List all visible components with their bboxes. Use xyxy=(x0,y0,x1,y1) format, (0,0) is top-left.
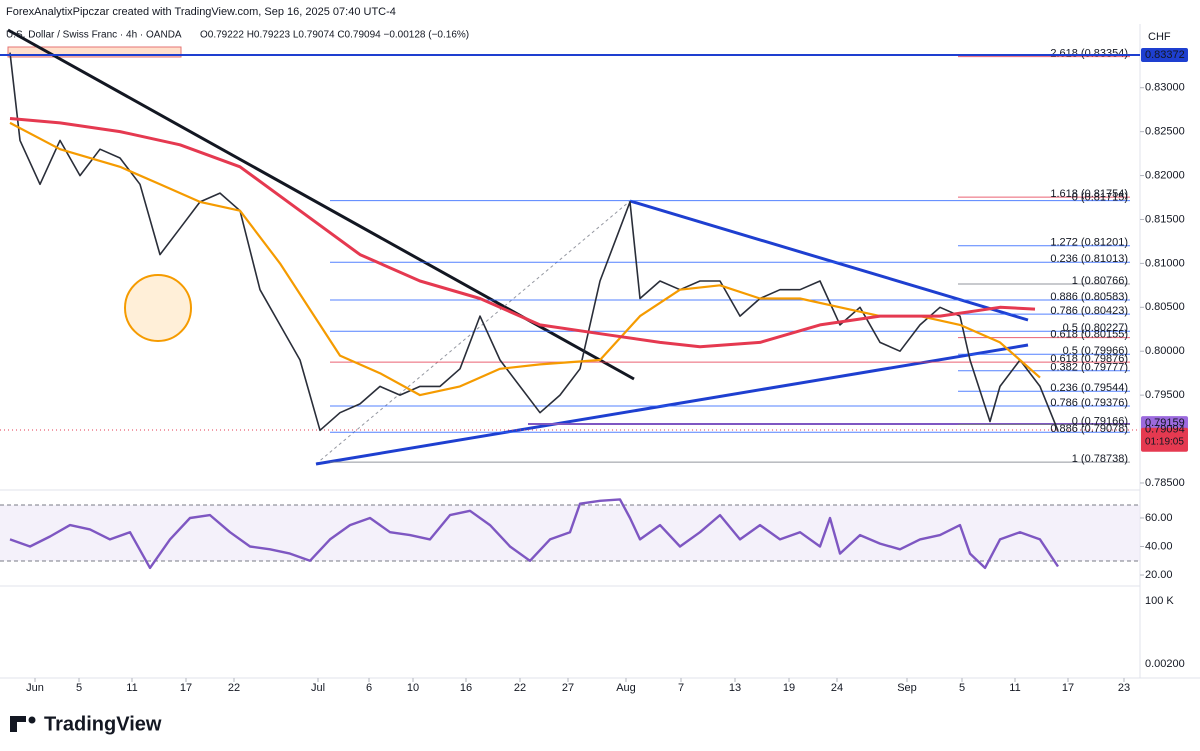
price-tag xyxy=(1141,427,1188,452)
fib-label: 0.5 (0.80227) xyxy=(1063,322,1128,334)
footer-brand: TradingView xyxy=(44,713,162,735)
currency: CHF xyxy=(1148,31,1171,43)
fib-label: 0.382 (0.79777) xyxy=(1050,362,1128,374)
y-tick-label: 60.00 xyxy=(1145,512,1173,524)
series-line xyxy=(9,52,1059,432)
y-tick-label: 0.82500 xyxy=(1145,126,1185,138)
x-tick-label: 11 xyxy=(126,682,137,694)
x-tick-label: 5 xyxy=(959,682,965,694)
x-tick-label: 22 xyxy=(514,682,526,694)
x-tick-label: Jun xyxy=(26,682,44,694)
logo-mark xyxy=(10,716,26,722)
price-tag-label: 0.79159 xyxy=(1145,417,1185,429)
fib-label: 0.5 (0.79966) xyxy=(1063,345,1128,357)
fib-label: 0.618 (0.80155) xyxy=(1050,329,1128,341)
fib-label: 0 (0.79166) xyxy=(1072,415,1128,427)
x-tick-label: 16 xyxy=(460,682,472,694)
x-tick-label: 17 xyxy=(180,682,192,694)
x-tick-label: Jul xyxy=(311,682,325,694)
price-tag xyxy=(1141,416,1188,431)
series-line xyxy=(9,121,1041,397)
y-tick-label: 0.80500 xyxy=(1145,301,1185,313)
fib-label: 0.618 (0.79876) xyxy=(1050,353,1128,365)
fib-label: 0.236 (0.79544) xyxy=(1050,382,1128,394)
indicator-tick: 0.00200 xyxy=(1145,658,1185,670)
range-box xyxy=(7,46,182,58)
symbol: U.S. Dollar / Swiss Franc · 4h · OANDA xyxy=(6,30,182,41)
x-tick-label: 22 xyxy=(228,682,240,694)
fib-label: 1.618 (0.81754) xyxy=(1050,188,1128,200)
y-tick-label: 0.78500 xyxy=(1145,477,1185,489)
price-tag-label: 0.83372 xyxy=(1145,49,1185,61)
y-tick-label: 20.00 xyxy=(1145,569,1173,581)
x-tick-label: 23 xyxy=(1118,682,1130,694)
x-tick-label: 10 xyxy=(407,682,419,694)
x-tick-label: 7 xyxy=(678,682,684,694)
y-tick-label: 40.00 xyxy=(1145,540,1173,552)
series-line xyxy=(9,117,1036,349)
series-line xyxy=(9,498,1059,570)
x-tick-label: 24 xyxy=(831,682,843,694)
y-tick-label: 0.79500 xyxy=(1145,389,1185,401)
ohlc: O0.79222 H0.79223 L0.79074 C0.79094 −0.0… xyxy=(200,30,469,41)
y-tick-label: 0.80000 xyxy=(1145,345,1185,357)
y-tick-label: 0.81500 xyxy=(1145,213,1185,225)
fib-label: 1 (0.80766) xyxy=(1072,275,1128,287)
fib-label: 0.786 (0.80423) xyxy=(1050,305,1128,317)
x-tick-label: 5 xyxy=(76,682,82,694)
x-tick-label: 19 xyxy=(783,682,795,694)
logo-mark xyxy=(28,716,36,724)
x-tick-label: 27 xyxy=(562,682,574,694)
countdown: 01:19:05 xyxy=(1145,436,1184,447)
fib-label: 0.886 (0.80583) xyxy=(1050,291,1128,303)
x-tick-label: 11 xyxy=(1009,682,1020,694)
x-tick-label: 17 xyxy=(1062,682,1074,694)
x-tick-label: 6 xyxy=(366,682,372,694)
volume-tick: 100 K xyxy=(1145,595,1174,607)
fib-label: 0 (0.81715) xyxy=(1072,191,1128,203)
logo-mark xyxy=(10,716,17,732)
fib-label: 0.236 (0.81013) xyxy=(1050,253,1128,265)
fib-label: 1.272 (0.81201) xyxy=(1050,237,1128,249)
price-tag xyxy=(1141,48,1188,63)
x-tick-label: 13 xyxy=(729,682,741,694)
logo: TradingView xyxy=(10,713,162,735)
y-tick-label: 0.82000 xyxy=(1145,169,1185,181)
fib-label: 1 (0.78738) xyxy=(1072,453,1128,465)
header: ForexAnalytixPipczar created with Tradin… xyxy=(6,6,396,18)
fib-label: 2.618 (0.83354) xyxy=(1050,48,1128,60)
y-tick-label: 0.83000 xyxy=(1145,82,1185,94)
highlight-circle xyxy=(124,274,192,342)
price-tag-label: 0.79094 xyxy=(1145,424,1185,436)
y-tick-label: 0.81000 xyxy=(1145,257,1185,269)
x-tick-label: Sep xyxy=(897,682,917,694)
x-tick-label: Aug xyxy=(616,682,636,694)
fib-label: 0.786 (0.79376) xyxy=(1050,397,1128,409)
trend-line xyxy=(315,343,1029,466)
fib-label: 0.886 (0.79078) xyxy=(1050,423,1128,435)
